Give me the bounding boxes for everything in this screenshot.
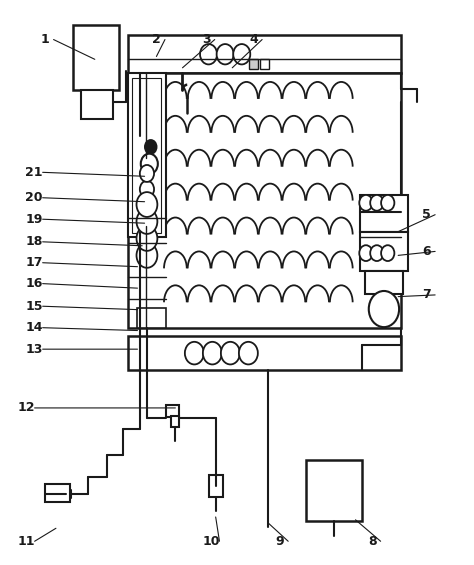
Bar [306, 460, 362, 521]
Circle shape [359, 195, 373, 211]
Circle shape [203, 342, 222, 364]
Circle shape [137, 226, 157, 251]
Circle shape [221, 342, 240, 364]
Bar [360, 232, 408, 271]
Text: 2: 2 [152, 33, 161, 46]
Bar [256, 73, 262, 82]
Bar [132, 78, 161, 233]
Circle shape [381, 195, 394, 211]
Bar [137, 308, 166, 328]
Bar [260, 59, 269, 69]
Bar [360, 195, 408, 232]
Text: 13: 13 [26, 342, 43, 356]
Text: 12: 12 [18, 401, 35, 415]
Text: 7: 7 [422, 288, 431, 302]
Circle shape [141, 154, 158, 174]
Text: 4: 4 [249, 33, 258, 46]
Text: 16: 16 [26, 277, 43, 290]
Bar [73, 25, 118, 90]
Circle shape [185, 342, 204, 364]
Circle shape [217, 44, 234, 64]
Bar [81, 90, 113, 119]
Circle shape [137, 209, 157, 234]
Text: 10: 10 [202, 534, 219, 548]
Text: 18: 18 [26, 235, 43, 249]
Text: 20: 20 [26, 191, 43, 205]
Text: 14: 14 [26, 321, 43, 334]
Text: 9: 9 [275, 534, 284, 548]
Bar [209, 475, 223, 497]
Circle shape [233, 44, 250, 64]
Text: 11: 11 [18, 534, 35, 548]
Circle shape [359, 245, 373, 261]
Circle shape [137, 243, 157, 268]
Circle shape [137, 192, 157, 217]
Text: 19: 19 [26, 212, 43, 226]
Bar [45, 484, 70, 502]
Bar [128, 35, 401, 73]
Bar [128, 73, 401, 328]
Circle shape [370, 245, 383, 261]
Circle shape [145, 140, 156, 154]
Text: 8: 8 [368, 534, 376, 548]
Circle shape [200, 44, 217, 64]
Circle shape [140, 165, 154, 182]
Text: 17: 17 [26, 256, 43, 270]
Text: 15: 15 [26, 299, 43, 313]
Text: 3: 3 [202, 33, 210, 46]
Bar [365, 271, 403, 294]
Circle shape [370, 195, 383, 211]
Text: 1: 1 [41, 33, 49, 46]
Bar [128, 336, 401, 370]
Circle shape [369, 291, 399, 327]
Bar [128, 73, 166, 237]
Text: 6: 6 [422, 245, 431, 258]
Circle shape [239, 342, 258, 364]
Text: 5: 5 [422, 208, 431, 221]
Bar [171, 416, 179, 427]
Bar [249, 59, 258, 69]
Circle shape [140, 181, 154, 198]
Circle shape [381, 245, 394, 261]
Bar [166, 405, 179, 417]
Text: 21: 21 [26, 166, 43, 179]
